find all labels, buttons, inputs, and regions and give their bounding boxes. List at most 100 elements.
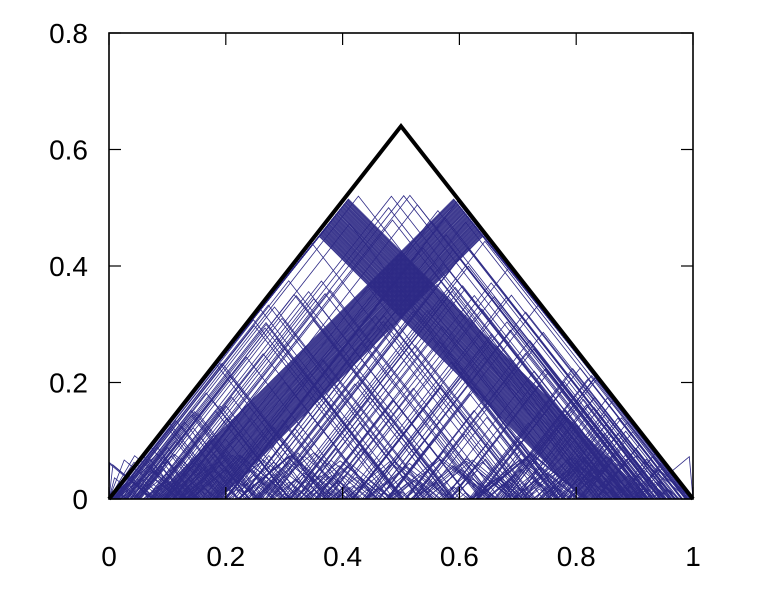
- tent-line: [145, 410, 285, 500]
- tent-line: [172, 461, 263, 500]
- tent-line: [417, 458, 516, 500]
- tent-line: [122, 392, 290, 500]
- tent-line: [177, 465, 259, 500]
- tent-line: [108, 465, 190, 500]
- tent-line: [468, 480, 513, 500]
- tent-line: [307, 463, 394, 500]
- tent-line: [355, 489, 378, 500]
- tent-line: [623, 469, 694, 500]
- tent-line: [476, 390, 646, 500]
- tent-line: [392, 458, 489, 500]
- tent-line: [156, 493, 169, 500]
- tent-line: [268, 481, 310, 500]
- tent-line: [635, 481, 677, 500]
- tent-line: [323, 492, 339, 500]
- tent-line: [511, 494, 521, 500]
- tent-line: [365, 488, 391, 500]
- tent-line: [224, 474, 283, 500]
- tent-line: [127, 321, 405, 500]
- y-tick-label: 0.6: [49, 135, 88, 166]
- y-tick-label: 0: [72, 484, 88, 515]
- tent-line: [404, 479, 451, 500]
- tent-line: [321, 282, 661, 500]
- tent-line: [314, 491, 333, 500]
- tent-line: [411, 352, 641, 500]
- tent-line: [113, 362, 327, 500]
- tent-line: [626, 488, 651, 500]
- tent-line: [476, 455, 580, 500]
- x-tick-label: 0.6: [440, 541, 479, 572]
- tent-line: [383, 491, 401, 500]
- tent-line: [140, 317, 424, 500]
- tent-line: [168, 464, 251, 500]
- tent-line: [254, 478, 303, 500]
- tent-line: [278, 493, 291, 500]
- x-tick-label: 0.4: [323, 541, 362, 572]
- tent-line: [477, 453, 586, 500]
- tent-line: [353, 387, 528, 500]
- tent-line: [442, 470, 512, 500]
- tent-line: [326, 387, 501, 500]
- y-tick-label: 0.2: [49, 368, 88, 399]
- tent-line: [167, 289, 495, 500]
- tent-outline: [107, 122, 695, 501]
- x-tick-label: 0: [101, 541, 117, 572]
- tent-line: [120, 494, 127, 500]
- tent-line: [352, 384, 532, 500]
- tent-line: [303, 475, 360, 500]
- tent-line: [293, 460, 387, 500]
- tent-line: [208, 467, 284, 500]
- tent-line: [163, 467, 240, 500]
- tent-line: [567, 458, 665, 500]
- tent-line: [425, 459, 520, 500]
- tent-line: [335, 486, 364, 500]
- tent-line: [282, 240, 688, 500]
- tent-line: [477, 367, 684, 500]
- tent-line: [298, 465, 380, 500]
- tent-line: [165, 195, 642, 500]
- tent-line: [422, 416, 552, 500]
- tent-line: [507, 477, 560, 500]
- tent-line: [505, 487, 534, 500]
- tent-line: [215, 495, 224, 500]
- tent-line: [612, 470, 681, 500]
- tent-line: [109, 479, 157, 500]
- tent-line: [609, 464, 693, 500]
- tent-line: [546, 480, 589, 500]
- tent-line: [412, 465, 494, 500]
- axis-tick-labels: 0 0.2 0.4 0.6 0.8 1 0 0.2 0.4 0.6 0.8: [49, 18, 701, 572]
- tent-line: [502, 467, 578, 500]
- tent-line: [156, 298, 472, 500]
- tent-line: [108, 459, 172, 500]
- x-tick-label: 1: [685, 541, 701, 572]
- tent-line: [437, 461, 527, 500]
- tent-line: [472, 458, 570, 500]
- tent-line: [296, 448, 376, 500]
- tent-line: [316, 474, 375, 500]
- tent-line: [112, 319, 395, 500]
- tent-line: [515, 472, 579, 500]
- tent-line: [290, 396, 451, 500]
- tent-line: [512, 456, 613, 500]
- tent-line: [108, 455, 187, 500]
- tent-line: [405, 339, 655, 500]
- tent-line: [440, 486, 469, 500]
- x-tick-label: 0.8: [557, 541, 596, 572]
- tent-line: [116, 478, 166, 500]
- tent-line: [256, 473, 297, 500]
- x-tick-label: 0.2: [206, 541, 245, 572]
- tent-line: [273, 472, 336, 500]
- tent-line: [166, 490, 185, 500]
- axis-ticks: [108, 32, 694, 500]
- tent-line: [378, 329, 644, 500]
- tent-line: [368, 466, 447, 500]
- tent-line: [349, 461, 440, 500]
- tent-line: [189, 469, 260, 500]
- tent-line: [513, 473, 574, 500]
- tent-line: [321, 490, 341, 500]
- tent-line: [388, 473, 449, 500]
- tent-line: [329, 476, 383, 500]
- tent-line: [600, 475, 657, 500]
- tent-line: [192, 495, 200, 500]
